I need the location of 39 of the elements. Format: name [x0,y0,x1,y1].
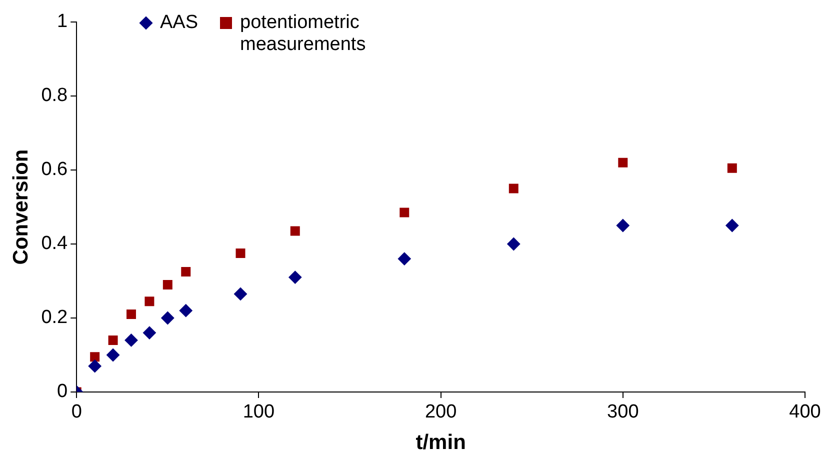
point [161,312,174,324]
point [144,296,154,306]
point [234,287,247,300]
x-tick-label: 200 [424,402,457,423]
x-tick-label: 300 [607,402,639,423]
point [726,219,739,232]
point [106,348,120,362]
y-tick-label: 0.8 [41,85,68,106]
x-tick-label: 0 [71,402,82,423]
y-tick-label: 0.2 [41,307,68,328]
point [179,304,192,318]
legend-label: AAS [160,12,198,34]
y-tick-label: 0 [57,381,68,402]
point [236,248,246,258]
y-tick-label: 0.4 [41,233,68,254]
point [288,270,302,284]
point [400,208,410,218]
y-tick-label: 1 [57,11,68,32]
point [124,334,138,347]
point [142,326,156,340]
point [618,158,628,168]
point [507,238,520,250]
x-axis-title: t/min [416,431,466,454]
point [90,352,100,362]
y-tick-label: 0.6 [41,159,68,180]
point [398,252,411,266]
x-tick-label: 100 [242,402,275,423]
y-axis-title: Conversion [9,149,32,265]
point [108,335,118,345]
point [290,226,300,236]
legend-label: potentiometric measurements [240,12,367,56]
point [727,163,737,173]
point [616,219,630,232]
point [181,267,191,276]
point [126,310,136,320]
point [162,280,172,290]
x-tick-label: 400 [789,402,821,423]
point [508,184,518,194]
point [88,360,102,373]
